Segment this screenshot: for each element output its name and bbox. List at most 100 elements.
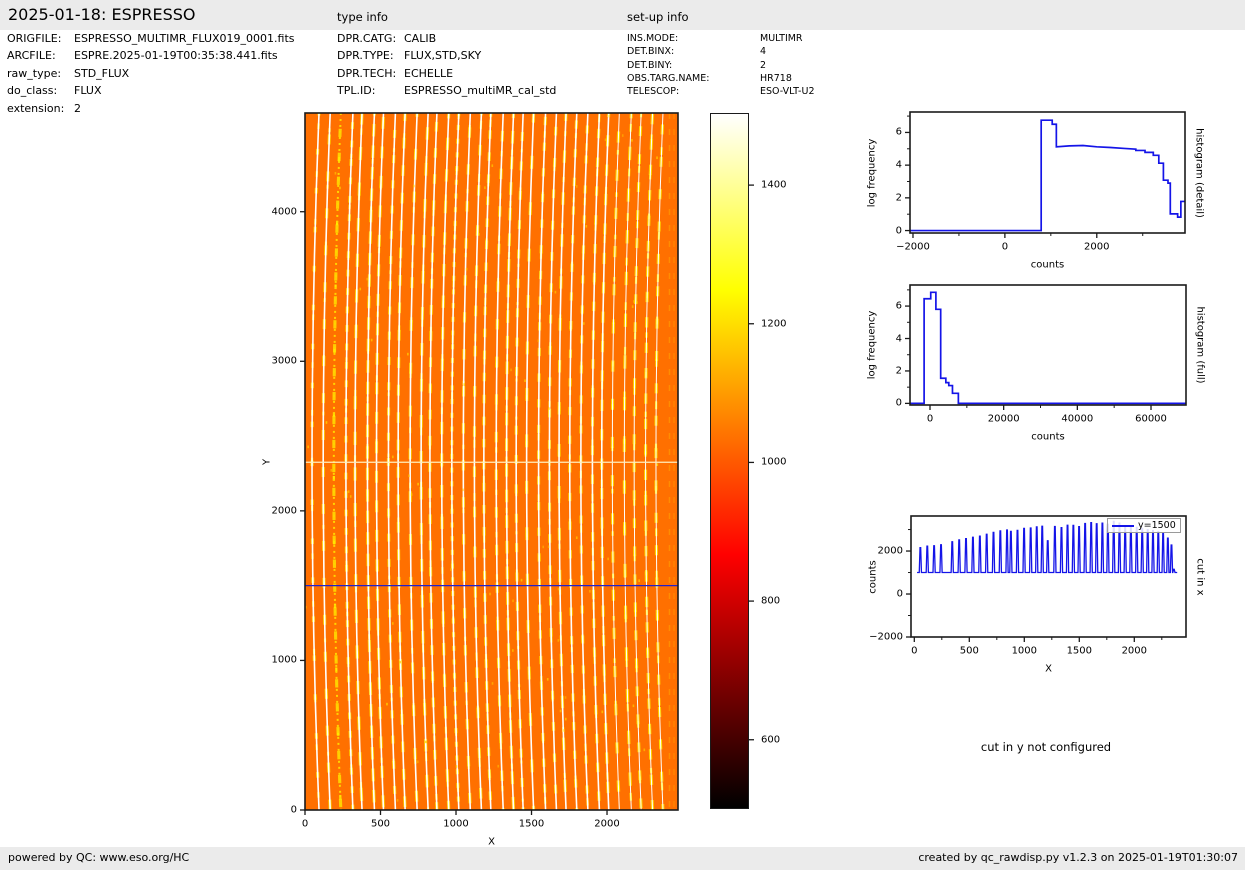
right-axis-label: histogram (detail) [1193, 127, 1205, 218]
tick-label: 0 [1001, 241, 1009, 253]
tick-label: 0 [290, 804, 297, 816]
meta-row: ARCFILE: ESPRE.2025-01-19T00:35:38.441.fi… [7, 49, 278, 62]
tick-label: 0 [895, 225, 902, 237]
meta-row: DET.BINX: 4 [627, 46, 766, 57]
tick-label: 2000 [271, 505, 297, 517]
meta-value: STD_FLUX [74, 66, 130, 80]
tick-label: 6 [895, 126, 902, 138]
tick-label: 0 [301, 818, 309, 830]
tick-label: 500 [959, 645, 979, 657]
tick-label: 1000 [443, 818, 469, 830]
cut-in-x-plot [906, 515, 1187, 642]
colorbar-tick-label: 800 [761, 595, 781, 607]
meta-row: DPR.TECH: ECHELLE [337, 67, 453, 80]
meta-value: ESO-VLT-U2 [760, 86, 815, 98]
meta-label: DPR.TYPE: [337, 49, 394, 63]
tick-label: 1000 [271, 654, 297, 666]
colorbar-tick-label: 1200 [761, 318, 787, 330]
meta-value: 2 [760, 59, 767, 71]
tick-label: 1000 [1011, 645, 1038, 657]
meta-row: OBS.TARG.NAME: HR718 [627, 73, 792, 84]
meta-label: TELESCOP: [627, 86, 680, 98]
meta-row: TPL.ID: ESPRESSO_multiMR_cal_std [337, 84, 556, 97]
meta-row: ORIGFILE: ESPRESSO_MULTIMR_FLUX019_0001.f… [7, 32, 295, 45]
x-axis-label: X [1045, 663, 1052, 675]
meta-label: ARCFILE: [7, 49, 56, 63]
tick-label: 500 [370, 818, 391, 830]
footer-bar [0, 847, 1245, 870]
meta-row: INS.MODE: MULTIMR [627, 33, 803, 44]
meta-label: do_class: [7, 84, 58, 98]
cut-y-note: cut in y not configured [980, 740, 1112, 754]
colorbar-tick-label: 1400 [761, 179, 787, 191]
y-axis-label: log frequency [866, 310, 878, 380]
meta-label: DPR.TECH: [337, 66, 397, 80]
tick-label: 6 [895, 300, 902, 312]
meta-value: ESPRESSO_MULTIMR_FLUX019_0001.fits [74, 32, 295, 45]
meta-label: ORIGFILE: [7, 32, 62, 45]
legend-label: y=1500 [1138, 520, 1176, 531]
colorbar-tick-label: 600 [761, 734, 781, 746]
tick-label: 60000 [1135, 413, 1167, 425]
meta-value: CALIB [404, 32, 437, 45]
type-info-header: type info [337, 10, 388, 24]
tick-label: 2 [895, 365, 902, 377]
header-bar [0, 0, 1245, 30]
meta-row: TELESCOP: ESO-VLT-U2 [627, 86, 815, 97]
tick-label: 20000 [987, 413, 1020, 425]
tick-label: 4000 [271, 206, 297, 218]
meta-label: INS.MODE: [627, 33, 679, 44]
tick-label: 1500 [518, 818, 545, 830]
raw-frame-plot [300, 112, 679, 815]
meta-value: FLUX [74, 84, 102, 98]
meta-value: 2 [74, 101, 81, 115]
x-axis-label: counts [1031, 431, 1065, 443]
meta-value: ESPRESSO_multiMR_cal_std [404, 84, 557, 98]
meta-row: DET.BINY: 2 [627, 60, 766, 71]
cut-legend: y=1500 [1107, 518, 1181, 533]
meta-row: extension: 2 [7, 102, 81, 115]
tick-label: 2000 [1084, 241, 1110, 253]
legend-line-swatch [1112, 524, 1134, 527]
x-axis-label: counts [1030, 259, 1065, 271]
meta-label: DPR.CATG: [337, 32, 397, 45]
footer-left: powered by QC: www.eso.org/HC [8, 851, 190, 864]
meta-row: raw_type: STD_FLUX [7, 67, 129, 80]
meta-label: DET.BINX: [627, 46, 675, 58]
histogram-detail-plot [905, 111, 1186, 238]
tick-label: 4 [895, 333, 902, 344]
colorbar [710, 113, 749, 809]
meta-label: extension: [7, 101, 65, 115]
tick-label: 2000 [1121, 645, 1148, 657]
x-axis-label: X [488, 836, 495, 848]
meta-value: 4 [760, 46, 767, 58]
tick-label: 1500 [1066, 645, 1093, 657]
tick-label: 0 [911, 645, 918, 657]
meta-label: DET.BINY: [627, 59, 673, 71]
tick-label: −2000 [869, 631, 903, 643]
tick-label: −2000 [896, 241, 930, 253]
y-axis-label: counts [867, 559, 879, 594]
tick-label: 0 [926, 413, 934, 425]
meta-row: DPR.CATG: CALIB [337, 32, 436, 45]
tick-label: 0 [895, 397, 902, 409]
y-axis-label: Y [261, 458, 273, 465]
tick-label: 4 [895, 159, 902, 171]
right-axis-label: cut in x [1194, 557, 1206, 596]
right-axis-label: histogram (full) [1194, 306, 1206, 384]
colorbar-tick-label: 1000 [761, 456, 787, 468]
meta-value: MULTIMR [760, 33, 803, 44]
meta-label: raw_type: [7, 66, 62, 80]
page-title: 2025-01-18: ESPRESSO [8, 5, 196, 24]
tick-label: 2000 [594, 818, 620, 830]
meta-value: FLUX,STD,SKY [404, 49, 482, 63]
meta-label: OBS.TARG.NAME: [627, 72, 710, 84]
setup-info-header: set-up info [627, 10, 689, 24]
footer-right: created by qc_rawdisp.py v1.2.3 on 2025-… [918, 851, 1238, 864]
meta-row: DPR.TYPE: FLUX,STD,SKY [337, 49, 481, 62]
tick-label: 2 [895, 192, 902, 204]
histogram-full-plot [905, 284, 1187, 410]
tick-label: 0 [896, 588, 903, 600]
meta-value: ESPRE.2025-01-19T00:35:38.441.fits [74, 49, 278, 63]
